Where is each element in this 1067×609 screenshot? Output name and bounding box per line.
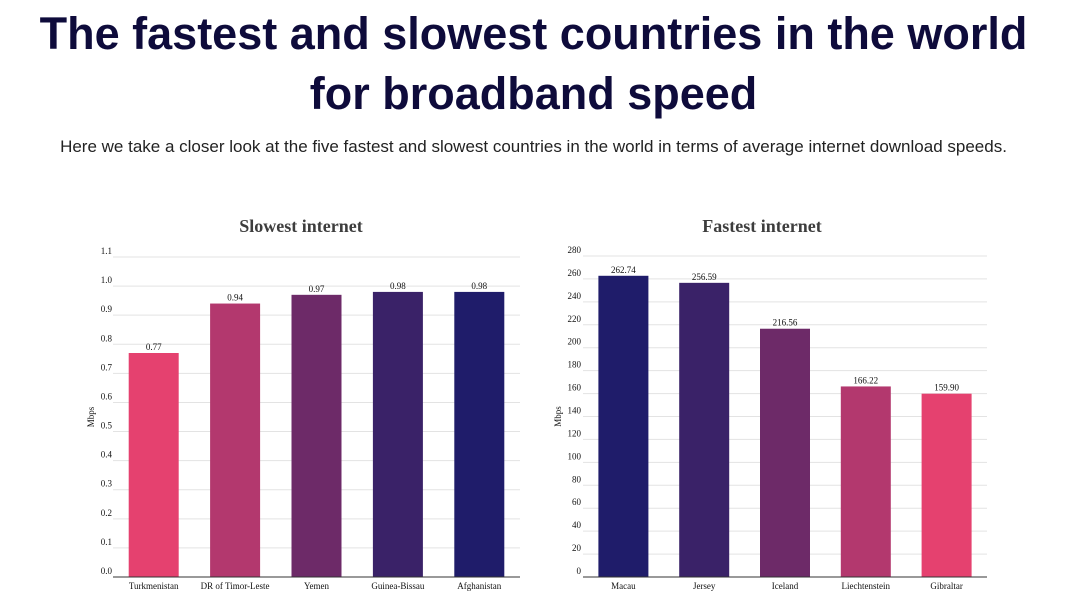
data-label: 262.74 (611, 265, 636, 275)
y-tick-label: 240 (568, 291, 582, 301)
data-label: 0.94 (227, 293, 243, 303)
bar-guinea-bissau (372, 291, 423, 577)
y-tick-label: 1.0 (101, 275, 113, 285)
y-tick-label: 160 (568, 383, 582, 393)
y-tick-label: 0.3 (101, 479, 113, 489)
y-tick-label: 0.1 (101, 537, 112, 547)
y-tick-label: 80 (572, 474, 582, 484)
y-tick-label: 0.8 (101, 333, 113, 343)
y-tick-label: 0 (577, 566, 582, 576)
y-tick-label: 0.0 (101, 566, 113, 576)
x-tick-label: Yemen (304, 581, 330, 591)
bar-macau (598, 275, 649, 577)
data-label: 166.22 (853, 375, 878, 385)
data-label: 256.59 (692, 272, 717, 282)
x-tick-label: Afghanistan (457, 581, 501, 591)
data-label: 0.97 (309, 284, 325, 294)
y-tick-label: 100 (568, 451, 582, 461)
bar-iceland (760, 328, 810, 577)
y-tick-label: 280 (568, 245, 582, 255)
y-tick-label: 1.1 (101, 246, 112, 256)
y-tick-label: 0.7 (101, 362, 113, 372)
x-tick-label: Macau (611, 581, 636, 591)
x-tick-label: Gibraltar (930, 581, 962, 591)
data-label: 159.90 (934, 383, 959, 393)
y-tick-label: 40 (572, 520, 582, 530)
page-subtitle: Here we take a closer look at the five f… (60, 137, 1007, 156)
y-tick-label: 0.5 (101, 421, 113, 431)
x-tick-label: Iceland (772, 581, 799, 591)
y-tick-label: 0.9 (101, 304, 113, 314)
y-tick-label: 20 (572, 543, 582, 553)
bar-afghanistan (454, 291, 505, 577)
y-tick-label: 140 (568, 406, 582, 416)
bar-turkmenistan (128, 353, 179, 577)
slowest-internet-chart: Slowest internet 0.0 0.1 0.2 0.3 0.4 0.5 0.6 0.7… (86, 216, 520, 591)
data-label: 0.98 (390, 281, 406, 291)
chart-title: Fastest internet (702, 216, 821, 236)
y-tick-label: 0.6 (101, 391, 113, 401)
bar-jersey (679, 282, 730, 577)
y-axis-label: Mbps (86, 406, 96, 427)
bar-yemen (291, 294, 342, 577)
data-label: 216.56 (773, 318, 798, 328)
page-title-line-1: The fastest and slowest countries in the… (39, 8, 1028, 59)
data-label: 0.98 (471, 281, 487, 291)
y-tick-label: 0.2 (101, 508, 112, 518)
x-tick-label: Jersey (693, 581, 716, 591)
bar-dr-of-timor-leste (210, 303, 261, 577)
x-tick-label: Turkmenistan (129, 581, 179, 591)
y-tick-label: 220 (568, 314, 582, 324)
x-tick-label: Liechtenstein (842, 581, 891, 591)
x-tick-label: DR of Timor-Leste (201, 581, 270, 591)
y-axis-label: Mbps (553, 406, 563, 427)
data-label: 0.77 (146, 342, 162, 352)
page-title: The fastest and slowest countries in the… (0, 4, 1067, 124)
y-tick-label: 180 (568, 360, 582, 370)
y-tick-label: 0.4 (101, 450, 113, 460)
bar-gibraltar (921, 393, 972, 577)
y-tick-label: 60 (572, 497, 582, 507)
page-title-line-2: for broadband speed (309, 68, 758, 119)
x-tick-label: Guinea-Bissau (371, 581, 424, 591)
chart-title: Slowest internet (239, 216, 362, 236)
fastest-internet-chart: Fastest internet 0 20 40 60 80 100 120 140 160 180… (553, 216, 987, 591)
y-tick-label: 260 (568, 268, 582, 278)
bar-liechtenstein (840, 386, 891, 577)
y-tick-label: 120 (568, 428, 582, 438)
y-tick-label: 200 (568, 337, 582, 347)
